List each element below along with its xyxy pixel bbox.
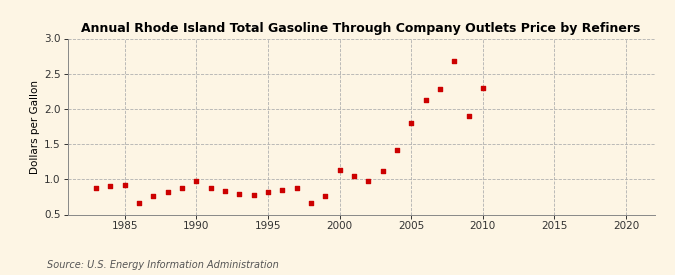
Point — [191, 179, 202, 184]
Point — [205, 186, 216, 191]
Point — [348, 174, 359, 178]
Point — [420, 98, 431, 102]
Point — [163, 190, 173, 194]
Point — [263, 190, 273, 194]
Point — [90, 186, 101, 190]
Point — [148, 194, 159, 198]
Point — [377, 169, 388, 173]
Text: Source: U.S. Energy Information Administration: Source: U.S. Energy Information Administ… — [47, 260, 279, 270]
Point — [463, 114, 474, 118]
Point — [219, 189, 230, 194]
Point — [449, 59, 460, 63]
Title: Annual Rhode Island Total Gasoline Through Company Outlets Price by Refiners: Annual Rhode Island Total Gasoline Throu… — [82, 21, 641, 35]
Point — [392, 148, 402, 153]
Point — [292, 186, 302, 191]
Point — [306, 201, 317, 205]
Point — [119, 183, 130, 187]
Point — [477, 86, 488, 91]
Point — [334, 168, 345, 172]
Point — [320, 194, 331, 198]
Point — [363, 179, 374, 184]
Point — [105, 184, 116, 189]
Point — [248, 193, 259, 198]
Point — [234, 192, 245, 196]
Point — [277, 188, 288, 192]
Point — [435, 87, 446, 91]
Point — [134, 201, 144, 205]
Y-axis label: Dollars per Gallon: Dollars per Gallon — [30, 79, 40, 174]
Point — [177, 186, 188, 191]
Point — [406, 121, 416, 125]
